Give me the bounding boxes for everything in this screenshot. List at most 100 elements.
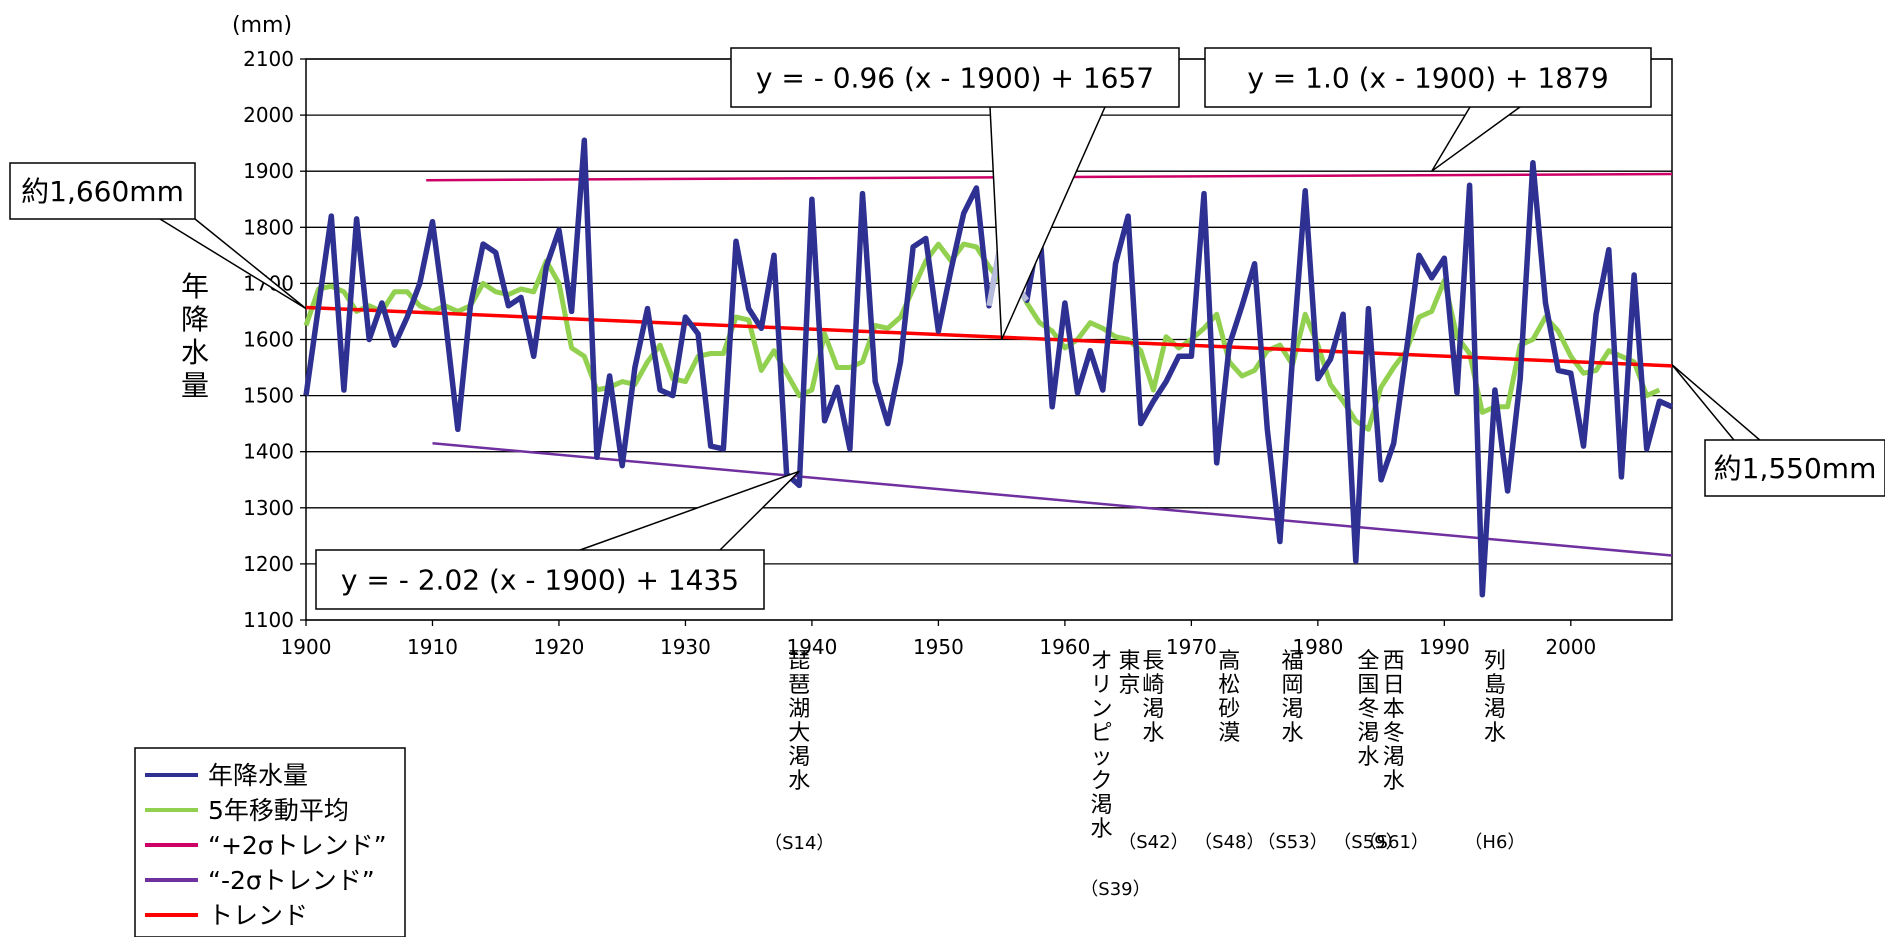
callout-leader <box>1431 106 1521 172</box>
callout-leader <box>579 470 800 551</box>
trend-callouts: y = - 0.96 (x - 1900) + 1657 y = 1.0 (x -… <box>9 47 1885 610</box>
x-tick-label-2000: 2000 <box>1545 635 1596 659</box>
drought-name-char: 島 <box>1484 673 1506 698</box>
legend-entry-1: 5年移動平均 <box>145 796 349 825</box>
y-axis-label: 年降水量 <box>181 270 209 402</box>
y-tick-label-1900: 1900 <box>243 159 294 183</box>
drought-name-char: 渇 <box>1142 697 1164 722</box>
y-tick-label-1400: 1400 <box>243 440 294 464</box>
drought-era: （S42） <box>1118 832 1188 853</box>
legend-label: “-2σトレンド” <box>208 866 375 895</box>
drought-name-char: 水 <box>1282 721 1304 746</box>
drought-name-char: 琶 <box>788 673 810 698</box>
y-tick-label-1600: 1600 <box>243 328 294 352</box>
legend-label: 年降水量 <box>208 761 308 790</box>
x-tick-label-1990: 1990 <box>1419 635 1470 659</box>
drought-name-char: 福 <box>1282 649 1304 674</box>
drought-era: （S14） <box>764 833 834 854</box>
callout-4: 約1,550mm <box>1671 364 1885 497</box>
y-label-char: 水 <box>181 336 209 369</box>
drought-name-char: 渇 <box>1090 793 1112 818</box>
drought-name-char: 渇 <box>1282 697 1304 722</box>
callout-box <box>730 47 1180 108</box>
callout-box <box>1704 439 1885 497</box>
drought-name-char: 水 <box>1383 769 1405 794</box>
callout-leader <box>989 106 1106 340</box>
series-line-3 <box>432 442 1673 557</box>
drought-name-char: 東 <box>1118 649 1140 674</box>
y-label-char: 年 <box>181 270 209 303</box>
legend: 年降水量 5年移動平均 “+2σトレンド” “-2σトレンド” トレンド <box>134 747 406 937</box>
x-tick-label-1910: 1910 <box>407 635 458 659</box>
axis-ticks: 1100120013001400150016001700180019002000… <box>243 47 1596 659</box>
drought-name-char: 琵 <box>788 649 810 674</box>
callout-2: y = - 2.02 (x - 1900) + 1435 <box>315 470 800 610</box>
drought-name-char: オ <box>1090 649 1112 674</box>
drought-name-char: 渇 <box>1383 745 1405 770</box>
drought-name-char: 高 <box>1218 649 1240 674</box>
drought-name-char: 崎 <box>1142 673 1164 698</box>
x-tick-label-1930: 1930 <box>660 635 711 659</box>
callout-box <box>315 549 765 610</box>
callout-text: 約1,660mm <box>21 175 184 208</box>
callout-text: y = 1.0 (x - 1900) + 1879 <box>1247 62 1608 95</box>
drought-era: （S61） <box>1359 832 1429 853</box>
callout-text: y = - 0.96 (x - 1900) + 1657 <box>756 62 1154 95</box>
x-tick-label-1980: 1980 <box>1292 635 1343 659</box>
drought-name-char: 水 <box>1090 817 1112 842</box>
legend-label: トレンド <box>208 901 308 930</box>
callout-3: 約1,660mm <box>9 162 307 310</box>
callout-text: y = - 2.02 (x - 1900) + 1435 <box>341 564 739 597</box>
drought-name-char: 水 <box>788 769 810 794</box>
drought-name-char: 渇 <box>788 745 810 770</box>
y-tick-label-1800: 1800 <box>243 215 294 239</box>
callout-1: y = 1.0 (x - 1900) + 1879 <box>1204 47 1652 172</box>
drought-name-char: 岡 <box>1282 673 1304 698</box>
legend-box <box>134 747 406 937</box>
drought-name-char: 長 <box>1142 649 1164 674</box>
x-tick-label-1950: 1950 <box>913 635 964 659</box>
drought-name-char: 冬 <box>1383 721 1405 746</box>
callout-box <box>1204 47 1652 108</box>
x-tick-label-1960: 1960 <box>1039 635 1090 659</box>
drought-name-char: 松 <box>1218 673 1240 698</box>
drought-name-char: 冬 <box>1357 697 1379 722</box>
x-tick-label-1900: 1900 <box>281 635 332 659</box>
drought-name-char: 水 <box>1142 721 1164 746</box>
drought-name-char: ッ <box>1090 745 1112 770</box>
drought-name-char: 国 <box>1357 673 1379 698</box>
drought-era: （H6） <box>1464 832 1525 853</box>
callout-leader <box>159 218 307 310</box>
drought-name-char: 湖 <box>788 697 810 722</box>
drought-annotations: 琵琶湖大渇水（S14）東京オリンピック渇水（S39）長崎渇水（S42）高松砂漠（… <box>764 649 1525 900</box>
y-tick-label-1200: 1200 <box>243 552 294 576</box>
drought-name-char: ン <box>1090 697 1112 722</box>
legend-entry-3: “-2σトレンド” <box>145 866 375 895</box>
drought-name-char: 渇 <box>1484 697 1506 722</box>
callout-0: y = - 0.96 (x - 1900) + 1657 <box>730 47 1180 340</box>
y-tick-label-1500: 1500 <box>243 384 294 408</box>
x-tick-label-1970: 1970 <box>1166 635 1217 659</box>
y-tick-label-1100: 1100 <box>243 608 294 632</box>
drought-name-char: リ <box>1090 673 1112 698</box>
drought-name-char: 列 <box>1484 649 1506 674</box>
series-lines <box>303 137 1674 598</box>
y-label-char: 量 <box>181 369 209 402</box>
drought-era: （S53） <box>1257 832 1327 853</box>
drought-name-char: 日 <box>1383 673 1405 698</box>
legend-label: “+2σトレンド” <box>208 831 387 860</box>
legend-entry-2: “+2σトレンド” <box>145 831 387 860</box>
y-label-char: 降 <box>181 303 209 336</box>
drought-name-char: 渇 <box>1357 721 1379 746</box>
drought-name-char: 水 <box>1484 721 1506 746</box>
callout-box <box>9 162 196 220</box>
series-line-4 <box>305 305 1673 368</box>
drought-name-char: 漠 <box>1218 721 1240 746</box>
